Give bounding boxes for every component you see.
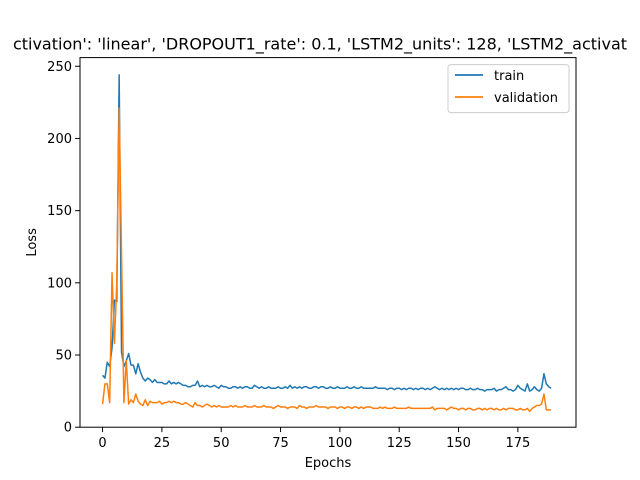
axes-frame (79, 57, 577, 428)
plot-series (101, 74, 552, 413)
x-tick-label-25: 25 (154, 436, 171, 451)
chart-title: ctivation': 'linear', 'DROPOUT1_rate': 0… (13, 35, 627, 55)
series-line-validation (101, 107, 552, 413)
y-tick-label-150: 150 (47, 204, 72, 219)
x-tick-label-50: 50 (213, 436, 230, 451)
y-tick-label-50: 50 (55, 349, 72, 364)
legend-label-train: train (494, 69, 524, 84)
y-tick-label-200: 200 (47, 132, 72, 147)
x-tick-label-100: 100 (327, 436, 352, 451)
x-tick-label-75: 75 (272, 436, 289, 451)
series-line-train (101, 74, 552, 392)
x-tick-label-0: 0 (98, 436, 106, 451)
y-tick-label-250: 250 (47, 60, 72, 75)
x-tick-label-125: 125 (387, 436, 412, 451)
x-axis-label: Epochs (305, 456, 352, 471)
legend: train validation (447, 64, 570, 114)
x-tick-label-175: 175 (505, 436, 530, 451)
x-axis-ticks: 0 25 50 75 100 125 150 175 (98, 427, 530, 451)
legend-box (447, 64, 570, 114)
y-axis-ticks: 0 50 100 150 200 250 (47, 60, 80, 436)
y-axis-label: Loss (25, 228, 40, 257)
y-tick-label-0: 0 (64, 421, 72, 436)
x-tick-label-150: 150 (446, 436, 471, 451)
y-tick-label-100: 100 (47, 276, 72, 291)
legend-label-validation: validation (494, 91, 558, 106)
